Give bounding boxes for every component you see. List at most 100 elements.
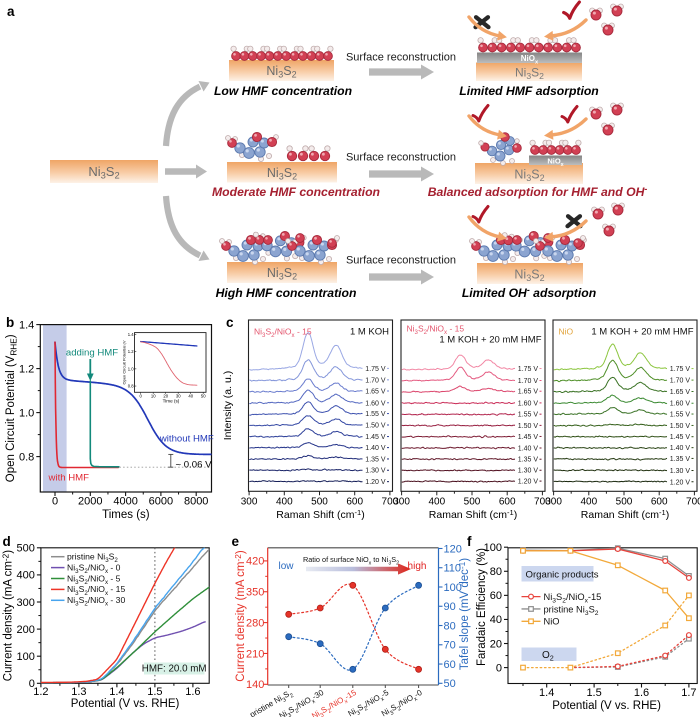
svg-text:1.5: 1.5 (586, 687, 601, 699)
svg-text:Raman Shift (cm-1): Raman Shift (cm-1) (581, 508, 669, 521)
svg-text:Open Circuit Potential (VRHE): Open Circuit Potential (VRHE) (5, 334, 19, 482)
svg-text:c: c (226, 315, 234, 330)
svg-text:1.4: 1.4 (19, 319, 34, 331)
svg-text:280: 280 (246, 617, 264, 629)
svg-text:600: 600 (651, 496, 668, 507)
svg-text:1.50 V: 1.50 V (518, 423, 539, 430)
svg-text:60: 60 (490, 590, 502, 602)
svg-text:Ni3S2/NiOx - 15: Ni3S2/NiOx - 15 (67, 584, 125, 597)
svg-text:Raman Shift (cm-1): Raman Shift (cm-1) (276, 508, 364, 521)
svg-text:1.7: 1.7 (681, 687, 696, 699)
svg-text:1.35 V: 1.35 V (670, 456, 691, 463)
svg-text:1.55 V: 1.55 V (365, 411, 386, 418)
svg-text:High HMF concentration: High HMF concentration (216, 286, 357, 300)
svg-text:200: 200 (17, 624, 35, 636)
svg-text:1.65 V: 1.65 V (670, 389, 691, 396)
svg-text:1 M KOH + 20 mM HMF: 1 M KOH + 20 mM HMF (439, 335, 541, 346)
svg-text:1.35 V: 1.35 V (365, 456, 386, 463)
svg-text:1.50 V: 1.50 V (365, 422, 386, 429)
svg-text:f: f (467, 534, 472, 549)
svg-text:0.8: 0.8 (19, 451, 34, 463)
svg-text:1.40 V: 1.40 V (365, 445, 386, 452)
svg-text:Organic products: Organic products (526, 570, 599, 581)
svg-text:pristine Ni3S2: pristine Ni3S2 (67, 552, 118, 565)
svg-text:4000: 4000 (113, 495, 137, 507)
svg-text:0: 0 (29, 678, 35, 690)
svg-text:Surface reconstruction: Surface reconstruction (346, 52, 456, 64)
svg-text:Current density (mA cm-2): Current density (mA cm-2) (2, 550, 15, 682)
svg-text:40: 40 (490, 614, 502, 626)
svg-text:1.30 V: 1.30 V (365, 468, 386, 475)
svg-text:Ni3S2: Ni3S2 (267, 166, 297, 182)
svg-text:1.0: 1.0 (128, 366, 134, 371)
svg-text:0: 0 (496, 662, 502, 674)
svg-text:1.2: 1.2 (128, 349, 134, 354)
svg-text:NiOx: NiOx (547, 157, 563, 169)
svg-text:1.45 V: 1.45 V (365, 434, 386, 441)
svg-text:b: b (6, 315, 14, 330)
svg-text:1.75 V: 1.75 V (518, 366, 539, 373)
svg-text:Ni3S2: Ni3S2 (266, 64, 296, 80)
svg-text:400: 400 (428, 496, 445, 507)
svg-text:600: 600 (499, 496, 516, 507)
svg-text:1.45 V: 1.45 V (670, 434, 691, 441)
svg-text:80: 80 (444, 620, 456, 632)
svg-text:300: 300 (17, 597, 35, 609)
svg-text:1.40 V: 1.40 V (518, 445, 539, 452)
svg-text:Ni3S2: Ni3S2 (88, 164, 119, 181)
svg-text:1.45 V: 1.45 V (518, 434, 539, 441)
svg-text:1.35 V: 1.35 V (518, 457, 539, 464)
svg-text:1.70 V: 1.70 V (670, 378, 691, 385)
svg-text:Low HMF concentration: Low HMF concentration (214, 84, 352, 98)
svg-text:a: a (7, 4, 15, 19)
svg-text:1.2: 1.2 (19, 363, 34, 375)
svg-text:210: 210 (246, 648, 264, 660)
svg-text:60: 60 (444, 659, 456, 671)
svg-text:400: 400 (17, 570, 35, 582)
svg-text:1.75 V: 1.75 V (670, 366, 691, 373)
svg-text:Ni3S2/NiOx - 30: Ni3S2/NiOx - 30 (67, 595, 125, 608)
svg-text:Ni3S2/NiOx - 0: Ni3S2/NiOx - 0 (67, 562, 121, 575)
svg-text:pristine Ni3S2: pristine Ni3S2 (544, 604, 599, 617)
svg-text:20: 20 (163, 393, 168, 398)
svg-text:0: 0 (52, 495, 58, 507)
svg-text:O2: O2 (542, 650, 554, 663)
svg-text:50: 50 (201, 393, 206, 398)
svg-text:500: 500 (17, 543, 35, 555)
svg-text:Times (s): Times (s) (102, 509, 150, 521)
svg-text:1.60 V: 1.60 V (670, 401, 691, 408)
svg-text:Time (s): Time (s) (163, 399, 180, 404)
svg-text:Ni3S2: Ni3S2 (515, 66, 544, 82)
svg-text:NiO: NiO (544, 617, 560, 627)
svg-text:1 M KOH + 20 mM HMF: 1 M KOH + 20 mM HMF (591, 327, 693, 338)
svg-text:Surface reconstruction: Surface reconstruction (346, 255, 456, 267)
svg-text:1.6: 1.6 (185, 686, 200, 698)
svg-text:500: 500 (311, 496, 328, 507)
svg-text:1.60 V: 1.60 V (365, 400, 386, 407)
svg-text:0.8: 0.8 (128, 384, 134, 389)
svg-text:without HMF: without HMF (159, 434, 214, 445)
svg-text:Faradaic Efficiency (%): Faradaic Efficiency (%) (476, 548, 488, 666)
svg-text:1.55 V: 1.55 V (518, 412, 539, 419)
svg-text:HMF: 20.0 mM: HMF: 20.0 mM (142, 664, 207, 675)
svg-text:1.50 V: 1.50 V (670, 423, 691, 430)
svg-text:1.40 V: 1.40 V (670, 445, 691, 452)
svg-text:Limited OH- adsorption: Limited OH- adsorption (462, 285, 596, 300)
svg-text:Ni3S2/NiOx - 15: Ni3S2/NiOx - 15 (254, 327, 312, 340)
svg-text:Open Circuit Potential (V: Open Circuit Potential (V (122, 340, 127, 384)
svg-text:1.20 V: 1.20 V (670, 479, 691, 486)
svg-text:1.55 V: 1.55 V (670, 412, 691, 419)
svg-text:Potential (V vs. RHE): Potential (V vs. RHE) (552, 700, 661, 712)
svg-text:8000: 8000 (184, 495, 208, 507)
svg-text:30: 30 (176, 393, 181, 398)
svg-text:e: e (232, 534, 240, 549)
svg-text:400: 400 (580, 496, 597, 507)
svg-text:700: 700 (382, 496, 399, 507)
svg-text:80: 80 (490, 566, 502, 578)
svg-text:1.70 V: 1.70 V (518, 378, 539, 385)
svg-text:70: 70 (444, 640, 456, 652)
svg-text:1.70 V: 1.70 V (365, 377, 386, 384)
svg-text:300: 300 (393, 496, 410, 507)
svg-text:700: 700 (686, 496, 700, 507)
svg-text:400: 400 (276, 496, 293, 507)
